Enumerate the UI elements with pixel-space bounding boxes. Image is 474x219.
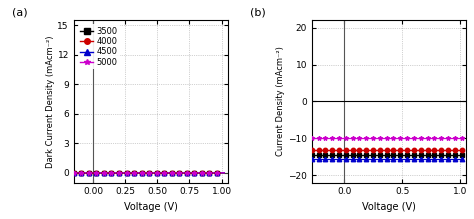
Legend: 3500, 4000, 4500, 5000: 3500, 4000, 4500, 5000 xyxy=(78,25,120,69)
Text: (a): (a) xyxy=(12,7,27,17)
X-axis label: Voltage (V): Voltage (V) xyxy=(362,202,416,212)
Y-axis label: Current Density (mAcm⁻²): Current Density (mAcm⁻²) xyxy=(276,47,285,156)
X-axis label: Voltage (V): Voltage (V) xyxy=(124,202,178,212)
Text: (b): (b) xyxy=(250,7,266,17)
Y-axis label: Dark Current Density (mAcm⁻²): Dark Current Density (mAcm⁻²) xyxy=(46,35,55,168)
